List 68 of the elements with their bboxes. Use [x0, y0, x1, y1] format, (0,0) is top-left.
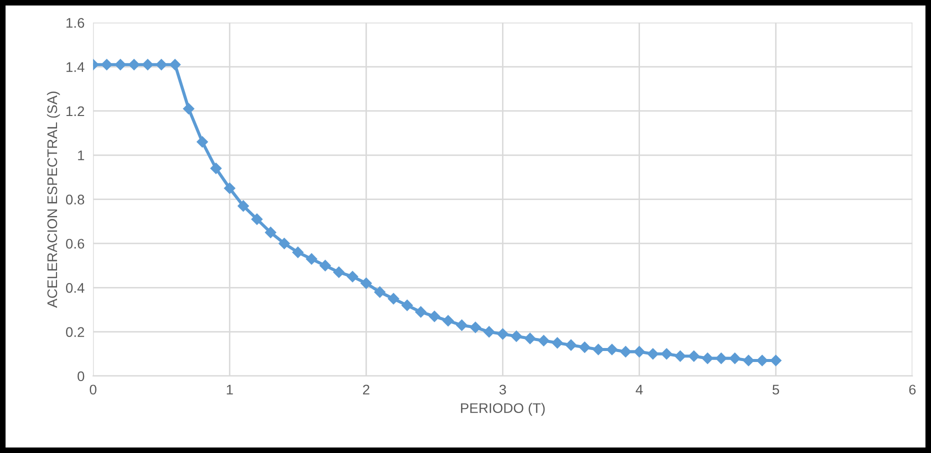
point: [688, 350, 700, 362]
point: [183, 103, 194, 114]
x-tick-label: 6: [909, 384, 916, 395]
point: [333, 266, 344, 278]
y-tick-label: 1.4: [66, 62, 84, 72]
point: [770, 354, 782, 366]
x-tick-label: 4: [636, 384, 643, 394]
point: [579, 342, 590, 353]
x-tick-label: 0: [90, 384, 96, 395]
y-tick-label: 0.4: [66, 282, 84, 293]
point: [292, 246, 304, 258]
point: [756, 354, 768, 366]
x-tick-label: 5: [772, 384, 780, 395]
point: [278, 238, 290, 250]
point: [224, 182, 236, 194]
point: [606, 344, 618, 356]
point: [702, 352, 714, 364]
point: [552, 337, 563, 348]
y-tick-label: 0.8: [66, 194, 84, 204]
point: [592, 344, 604, 356]
point: [620, 346, 632, 358]
point: [238, 200, 249, 212]
point: [251, 214, 263, 225]
point: [538, 335, 550, 346]
point: [483, 326, 495, 338]
point: [524, 332, 536, 344]
point: [320, 260, 331, 272]
point: [565, 339, 577, 351]
point: [374, 286, 386, 298]
y-tick-label: 0: [78, 371, 84, 382]
point: [470, 322, 482, 334]
y-tick-label: 0.6: [66, 238, 84, 249]
point: [456, 320, 468, 331]
y-tick-label: 1: [78, 150, 84, 160]
point: [634, 346, 645, 358]
point: [415, 306, 426, 318]
point: [114, 59, 126, 70]
point: [265, 226, 276, 238]
point: [497, 328, 508, 340]
point: [156, 59, 167, 70]
y-tick-label: 0.2: [66, 327, 84, 337]
y-axis-title: ACELERACION ESPECTRAL (SA): [46, 92, 60, 308]
point: [428, 310, 440, 322]
x-axis-title: PERIODO (T): [461, 402, 545, 416]
x-tick-label: 2: [363, 384, 370, 394]
point: [210, 162, 222, 174]
x-tick-label: 1: [226, 384, 233, 394]
point: [346, 271, 358, 282]
point: [101, 59, 112, 70]
point: [402, 300, 413, 311]
point: [729, 352, 740, 364]
point: [142, 59, 154, 70]
y-tick-label: 1.2: [66, 106, 84, 116]
point: [442, 315, 454, 326]
point: [128, 59, 140, 70]
point: [169, 59, 181, 70]
x-tick-label: 3: [499, 384, 506, 395]
point: [360, 278, 372, 289]
point: [196, 136, 208, 148]
point: [660, 348, 672, 360]
point: [674, 350, 686, 362]
y-tick-label: 1.6: [66, 18, 84, 28]
point: [510, 330, 522, 342]
point: [306, 253, 318, 265]
point: [647, 348, 659, 360]
point: [716, 352, 727, 364]
point: [742, 354, 754, 366]
point: [388, 293, 400, 304]
